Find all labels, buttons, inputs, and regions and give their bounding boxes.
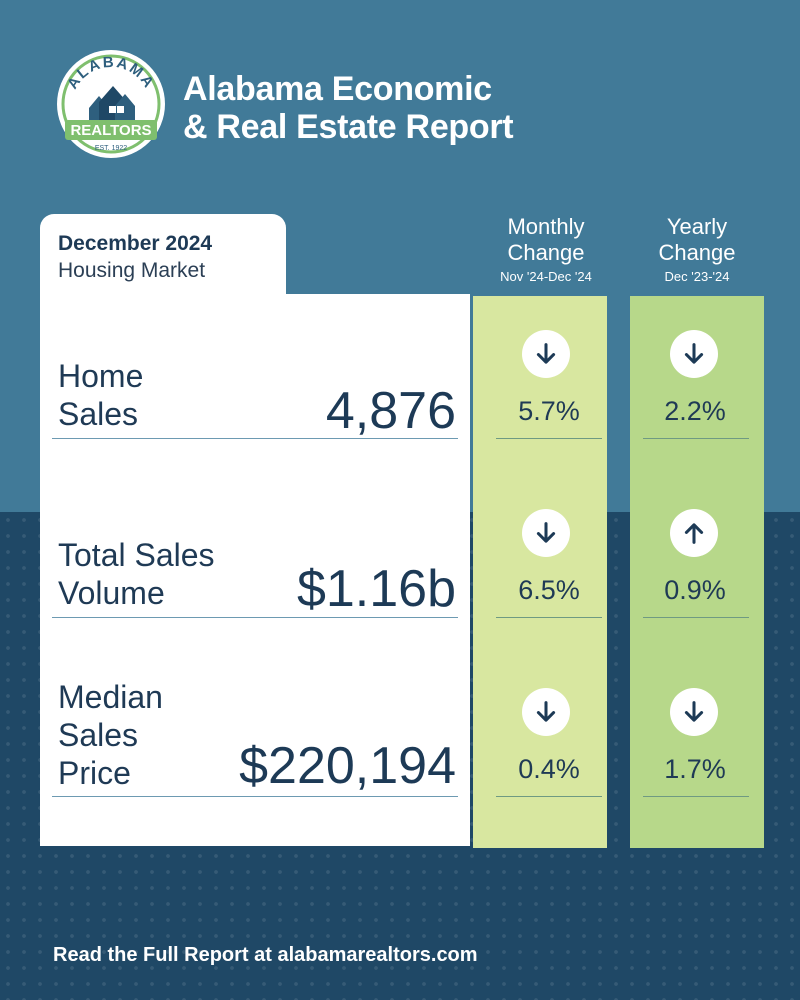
alabama-realtors-logo: ALABAMA REALTORS EST. 1922: [57, 50, 165, 158]
monthly-title-1: Monthly: [507, 214, 585, 239]
total-sales-volume-label-line: Volume: [58, 575, 165, 611]
total-sales-volume-monthly-change: 6.5%: [518, 575, 580, 605]
arrow-down-icon: [670, 688, 718, 736]
card-subtitle: Housing Market: [58, 259, 206, 282]
metrics-card: [40, 294, 470, 846]
row-divider: [52, 438, 458, 439]
home-sales-label-line: Sales: [58, 396, 139, 432]
arrow-down-icon: [522, 330, 570, 378]
median-sales-price-label-line: Median: [58, 679, 163, 715]
monthly-title-2: Change: [507, 240, 585, 265]
report-title: Alabama Economic & Real Estate Report: [183, 70, 514, 146]
row-divider: [52, 617, 458, 618]
monthly-change-header: Monthly Change Nov '24-Dec '24: [473, 214, 619, 286]
arrow-down-icon: [522, 688, 570, 736]
median-sales-price-label: Median Sales Price: [58, 678, 163, 792]
logo-banner-text: REALTORS: [70, 122, 151, 139]
change-divider: [643, 796, 749, 797]
change-divider: [643, 438, 749, 439]
change-divider: [496, 796, 602, 797]
card-period: December 2024: [58, 232, 213, 255]
arrow-up-icon: [670, 509, 718, 557]
home-sales-label-line: Home: [58, 358, 144, 394]
logo-est-text: EST. 1922: [95, 145, 127, 152]
arrow-down-icon: [670, 330, 718, 378]
houses-icon: [89, 86, 135, 120]
total-sales-volume-label-line: Total Sales: [58, 537, 215, 573]
home-sales-yearly-change: 2.2%: [664, 396, 726, 426]
median-sales-price-value: $220,194: [239, 737, 456, 795]
yearly-title-2: Change: [658, 240, 736, 265]
home-sales-monthly-change: 5.7%: [518, 396, 580, 426]
total-sales-volume-value: $1.16b: [296, 560, 456, 618]
change-divider: [496, 617, 602, 618]
change-divider: [643, 617, 749, 618]
footer-link-text: Read the Full Report at alabamarealtors.…: [53, 944, 478, 966]
card-tab: [40, 214, 286, 298]
title-line-2: & Real Estate Report: [183, 108, 514, 146]
median-sales-price-yearly-change: 1.7%: [664, 754, 726, 784]
arrow-down-icon: [522, 509, 570, 557]
title-line-1: Alabama Economic: [183, 70, 492, 108]
monthly-change-column: [473, 296, 607, 848]
row-divider: [52, 796, 458, 797]
total-sales-volume-yearly-change: 0.9%: [664, 575, 726, 605]
median-sales-price-monthly-change: 0.4%: [518, 754, 580, 784]
yearly-change-header: Yearly Change Dec '23-'24: [626, 214, 768, 286]
home-sales-label: Home Sales: [58, 357, 143, 433]
change-divider: [496, 438, 602, 439]
monthly-range: Nov '24-Dec '24: [500, 269, 592, 284]
median-sales-price-label-line: Sales: [58, 717, 139, 753]
yearly-title-1: Yearly: [666, 214, 728, 239]
median-sales-price-label-line: Price: [58, 755, 131, 791]
yearly-change-column: [630, 296, 764, 848]
home-sales-value: 4,876: [325, 382, 456, 440]
total-sales-volume-label: Total Sales Volume: [58, 536, 215, 612]
yearly-range: Dec '23-'24: [664, 269, 730, 284]
